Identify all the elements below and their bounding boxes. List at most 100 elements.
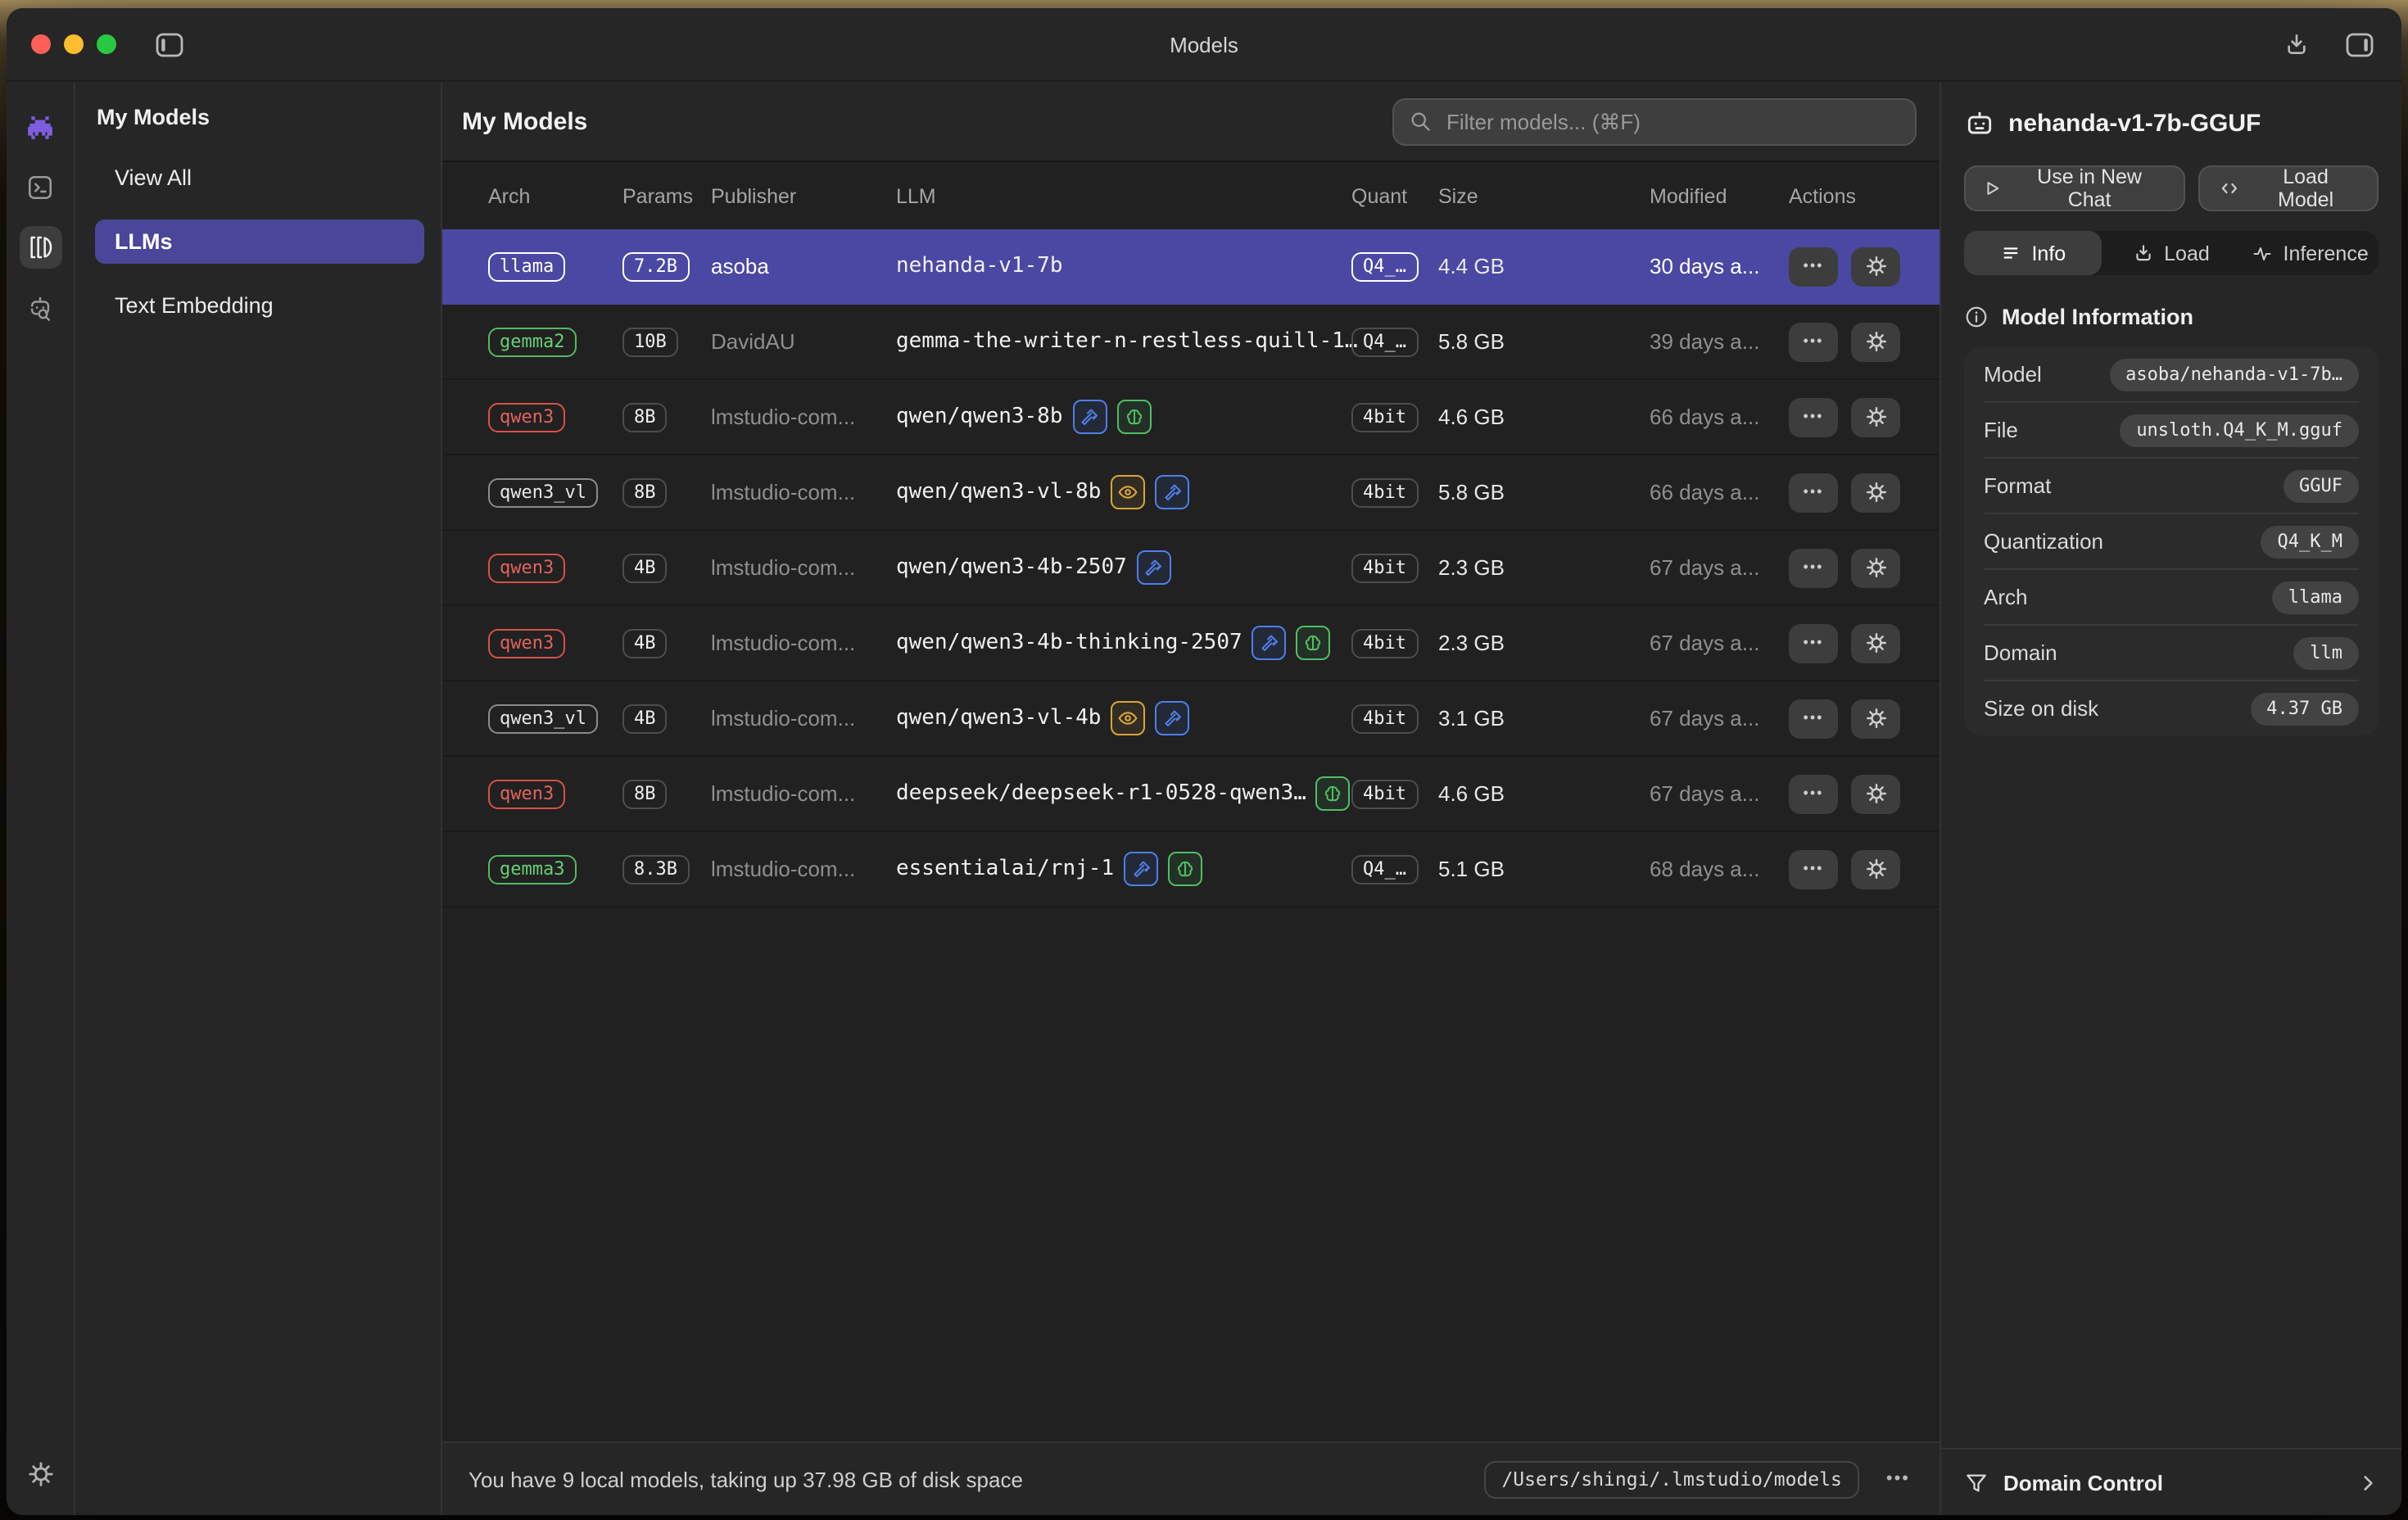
quant-badge: 4bit — [1351, 629, 1418, 658]
column-header-arch: Arch — [488, 184, 531, 207]
zoom-button[interactable] — [97, 34, 116, 54]
tab-load[interactable]: Load — [2102, 231, 2241, 275]
llm-name: gemma-the-writer-n-restless-quill-1… — [896, 329, 1358, 354]
section-title: Model Information — [2002, 305, 2193, 329]
info-label: Quantization — [1984, 529, 2103, 554]
row-settings-button[interactable] — [1851, 623, 1900, 663]
llm-name: qwen/qwen3-8b — [896, 405, 1063, 429]
row-settings-button[interactable] — [1851, 397, 1900, 437]
size-label: 5.8 GB — [1438, 328, 1505, 353]
models-directory-more-button[interactable]: ••• — [1876, 1468, 1920, 1491]
publisher-label: lmstudio-com... — [711, 705, 856, 730]
developer-icon[interactable] — [19, 165, 61, 208]
quant-badge: 4bit — [1351, 704, 1418, 734]
settings-gear-icon[interactable] — [19, 1453, 61, 1495]
play-icon — [1987, 182, 1999, 195]
row-settings-button[interactable] — [1851, 699, 1900, 738]
row-more-button[interactable]: ••• — [1789, 322, 1838, 361]
publisher-label: lmstudio-com... — [711, 856, 856, 880]
row-settings-button[interactable] — [1851, 548, 1900, 587]
llm-name-cell: qwen/qwen3-vl-4b — [896, 701, 1351, 735]
quant-badge: 4bit — [1351, 554, 1418, 583]
modified-label: 30 days a... — [1650, 253, 1760, 278]
sidebar-item-view-all[interactable]: View All — [115, 165, 192, 190]
info-row-arch: Arch llama — [1984, 570, 2359, 626]
row-settings-button[interactable] — [1851, 322, 1900, 361]
llm-name: qwen/qwen3-vl-4b — [896, 706, 1102, 731]
row-more-button[interactable]: ••• — [1789, 473, 1838, 512]
llm-name: essentialai/rnj-1 — [896, 857, 1115, 881]
modified-label: 67 days a... — [1650, 705, 1760, 730]
reasoning-capability-icon — [1315, 776, 1351, 811]
llm-name: qwen/qwen3-4b-2507 — [896, 555, 1127, 580]
right-sidebar-toggle-icon[interactable] — [2339, 25, 2379, 64]
row-actions: ••• — [1789, 247, 1940, 286]
info-value-pill: unsloth.Q4_K_M.gguf — [2120, 414, 2359, 446]
tab-label: Load — [2164, 242, 2210, 265]
params-badge: 4B — [622, 554, 668, 583]
row-more-button[interactable]: ••• — [1789, 699, 1838, 738]
tool-capability-icon — [1072, 400, 1107, 434]
chat-icon[interactable] — [19, 105, 61, 147]
modified-label: 67 days a... — [1650, 780, 1760, 805]
row-more-button[interactable]: ••• — [1789, 548, 1838, 587]
app-window: Models — [7, 8, 2401, 1515]
row-actions: ••• — [1789, 548, 1940, 587]
column-header-actions: Actions — [1789, 184, 1856, 207]
use-in-new-chat-button[interactable]: Use in New Chat — [1964, 165, 2186, 211]
row-settings-button[interactable] — [1851, 247, 1900, 286]
tab-inference[interactable]: Inference — [2240, 231, 2379, 275]
row-more-button[interactable]: ••• — [1789, 774, 1838, 813]
model-row-qwen-qwen3-vl-4b[interactable]: qwen3_vl 4B lmstudio-com... qwen/qwen3-vl-4… — [442, 681, 1940, 757]
params-badge: 7.2B — [622, 252, 689, 282]
size-label: 4.4 GB — [1438, 253, 1505, 278]
table-header-row: Arch Params Publisher LLM Quant Size Modified A… — [442, 162, 1940, 229]
publisher-label: lmstudio-com... — [711, 630, 856, 654]
left-sidebar-toggle-icon[interactable] — [149, 25, 188, 64]
model-row-qwen-qwen3-8b[interactable]: qwen3 8B lmstudio-com... qwen/qwen3-8b 4bit 4… — [442, 380, 1940, 455]
row-more-button[interactable]: ••• — [1789, 849, 1838, 889]
filter-models-input[interactable] — [1443, 107, 1900, 135]
model-details-panel: nehanda-v1-7b-GGUF Use in New Chat Load … — [1940, 82, 2401, 1515]
model-row-essentialai-rnj-1[interactable]: gemma3 8.3B lmstudio-com... essentialai/rnj… — [442, 832, 1940, 907]
model-row-qwen-qwen3-4b-thinking-2507[interactable]: qwen3 4B lmstudio-com... qwen/qwen3-4b-thin… — [442, 606, 1940, 681]
domain-control-bar[interactable]: Domain Control — [1941, 1448, 2401, 1515]
filter-models-box[interactable] — [1392, 97, 1917, 145]
row-actions: ••• — [1789, 774, 1940, 813]
size-label: 2.3 GB — [1438, 630, 1505, 654]
ellipsis-icon: ••• — [1803, 634, 1824, 650]
ellipsis-icon: ••• — [1803, 332, 1824, 349]
row-more-button[interactable]: ••• — [1789, 397, 1838, 437]
model-row-qwen-qwen3-vl-8b[interactable]: qwen3_vl 8B lmstudio-com... qwen/qwen3-vl-8… — [442, 455, 1940, 531]
discover-icon[interactable] — [19, 287, 61, 329]
model-information-card: Model asoba/nehanda-v1-7b… File unsloth.Q4_… — [1964, 347, 2379, 735]
models-directory-path[interactable]: /Users/shingi/.lmstudio/models — [1483, 1460, 1860, 1498]
my-models-icon[interactable] — [19, 226, 61, 269]
sidebar-item-text-embedding[interactable]: Text Embedding — [115, 293, 274, 318]
minimize-button[interactable] — [64, 34, 84, 54]
model-row-deepseek-deepseek-r1-0528-qwen3[interactable]: qwen3 8B lmstudio-com... deepseek/deepseek-… — [442, 757, 1940, 832]
model-row-qwen-qwen3-4b-2507[interactable]: qwen3 4B lmstudio-com... qwen/qwen3-4b-2507… — [442, 531, 1940, 606]
info-value-pill: asoba/nehanda-v1-7b… — [2109, 358, 2359, 391]
row-settings-button[interactable] — [1851, 849, 1900, 889]
model-row-nehanda-v1-7b[interactable]: llama 7.2B asoba nehanda-v1-7b Q4_… 4.4 GB 30 … — [442, 229, 1940, 305]
close-button[interactable] — [31, 34, 51, 54]
row-settings-button[interactable] — [1851, 774, 1900, 813]
info-row-file: File unsloth.Q4_K_M.gguf — [1984, 403, 2359, 459]
sidebar-item-llms[interactable]: LLMs — [95, 219, 424, 264]
load-model-button[interactable]: Load Model — [2198, 165, 2379, 211]
row-more-button[interactable]: ••• — [1789, 247, 1838, 286]
model-row-gemma-the-writer-n-restless-quill-1[interactable]: gemma2 10B DavidAU gemma-the-writer-n-restl… — [442, 305, 1940, 380]
nav-header: My Models — [97, 105, 210, 129]
tab-info[interactable]: Info — [1964, 231, 2102, 275]
downloads-icon[interactable] — [2277, 25, 2316, 64]
info-label: Format — [1984, 473, 2052, 498]
tool-capability-icon — [1155, 701, 1190, 735]
llm-name-cell: deepseek/deepseek-r1-0528-qwen3… — [896, 776, 1351, 811]
arch-badge: gemma3 — [488, 855, 577, 884]
info-label: Domain — [1984, 640, 2057, 665]
row-more-button[interactable]: ••• — [1789, 623, 1838, 663]
row-settings-button[interactable] — [1851, 473, 1900, 512]
code-icon — [2222, 183, 2238, 194]
vision-capability-icon — [1111, 475, 1146, 509]
